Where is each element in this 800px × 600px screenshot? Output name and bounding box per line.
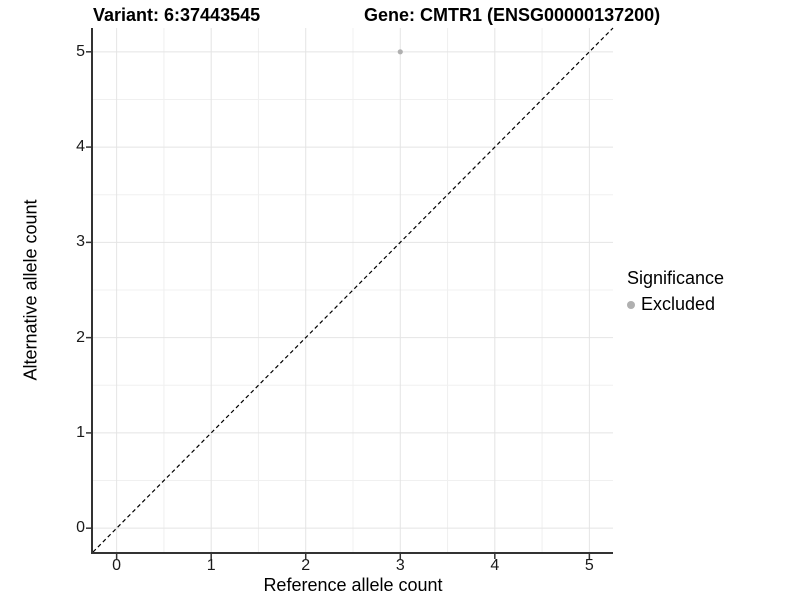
y-tick-label: 0 (76, 519, 85, 537)
variant-title: Variant: 6:37443545 (93, 5, 261, 25)
legend: Significance Excluded (627, 268, 724, 315)
gene-title: Gene: CMTR1 (ENSG00000137200) (364, 5, 661, 25)
legend-item-label: Excluded (641, 294, 716, 314)
y-tick-label: 3 (76, 233, 85, 251)
x-tick-label: 1 (206, 557, 216, 574)
x-tick-label: 3 (395, 557, 405, 574)
x-tick-label: 4 (490, 557, 500, 574)
plot-panel (86, 27, 614, 559)
legend-title: Significance (627, 268, 725, 288)
y-tick-label: 1 (76, 423, 85, 441)
y-axis-title: Alternative allele count (20, 199, 41, 381)
excluded-point-icon (627, 300, 635, 309)
y-tick-label: 4 (76, 138, 85, 156)
data-point (397, 49, 403, 55)
x-tick-label: 5 (584, 557, 594, 574)
plot-canvas (86, 27, 614, 559)
x-tick-label: 0 (112, 557, 122, 574)
x-tick-label: 2 (301, 557, 311, 574)
y-tick-label: 5 (76, 42, 85, 60)
legend-item-excluded: Excluded (627, 294, 724, 315)
x-axis-title: Reference allele count (263, 575, 443, 595)
y-tick-label: 2 (76, 328, 85, 346)
